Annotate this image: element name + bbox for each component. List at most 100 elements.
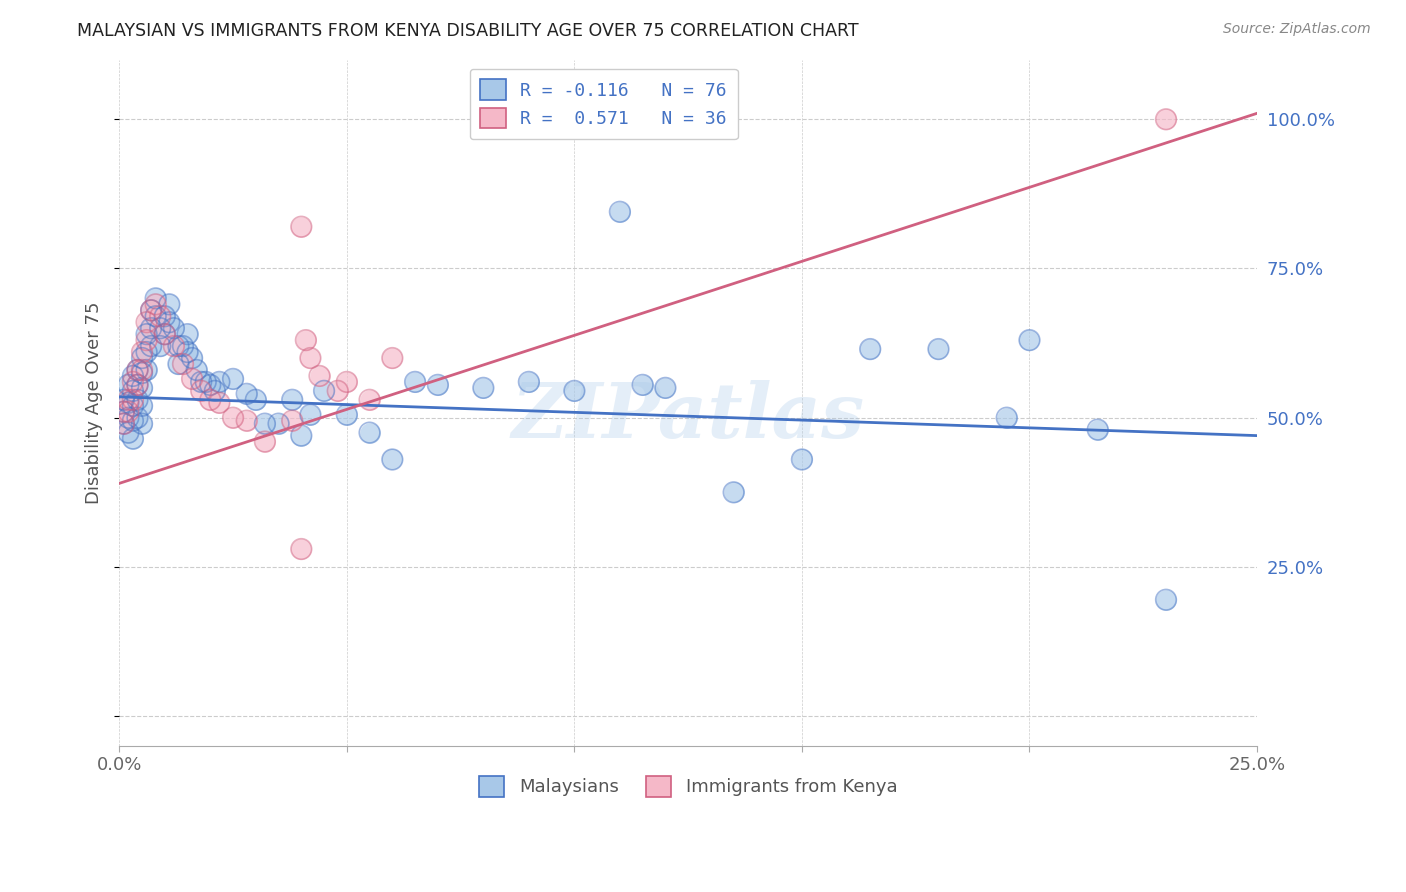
Point [112, 392, 135, 407]
Point [208, 396, 231, 410]
Point [172, 357, 194, 371]
Point [235, 414, 257, 428]
Point [167, 357, 190, 371]
Point [995, 410, 1018, 425]
Point [117, 392, 139, 407]
Point [122, 432, 145, 446]
Point [1154, 592, 1177, 607]
Point [281, 414, 304, 428]
Point [222, 410, 245, 425]
Point [190, 375, 212, 389]
Point [122, 392, 145, 407]
Point [153, 310, 176, 324]
Point [359, 425, 381, 440]
Legend: Malaysians, Immigrants from Kenya: Malaysians, Immigrants from Kenya [470, 767, 907, 805]
Point [267, 417, 290, 431]
Point [112, 405, 135, 419]
Point [112, 417, 135, 431]
Point [117, 410, 139, 425]
Point [253, 417, 276, 431]
Point [290, 541, 312, 556]
Point [181, 372, 204, 386]
Point [122, 375, 145, 389]
Point [312, 384, 335, 398]
Point [139, 321, 162, 335]
Text: Source: ZipAtlas.com: Source: ZipAtlas.com [1223, 22, 1371, 37]
Point [181, 351, 204, 365]
Point [122, 414, 145, 428]
Point [112, 405, 135, 419]
Point [404, 375, 426, 389]
Point [190, 384, 212, 398]
Point [122, 432, 145, 446]
Point [235, 387, 257, 401]
Point [181, 372, 204, 386]
Point [131, 417, 153, 431]
Point [127, 377, 149, 392]
Point [186, 363, 208, 377]
Point [112, 417, 135, 431]
Point [117, 405, 139, 419]
Point [654, 381, 676, 395]
Point [127, 392, 149, 407]
Point [122, 368, 145, 383]
Point [157, 315, 180, 329]
Point [117, 392, 139, 407]
Point [359, 425, 381, 440]
Point [336, 375, 359, 389]
Point [267, 417, 290, 431]
Point [927, 342, 949, 356]
Point [1087, 423, 1109, 437]
Point [564, 384, 586, 398]
Point [131, 381, 153, 395]
Point [200, 392, 222, 407]
Point [139, 303, 162, 318]
Point [181, 351, 204, 365]
Point [381, 351, 404, 365]
Point [631, 377, 654, 392]
Point [112, 417, 135, 431]
Point [122, 414, 145, 428]
Point [290, 428, 312, 442]
Point [472, 381, 495, 395]
Point [299, 408, 322, 422]
Point [127, 392, 149, 407]
Point [117, 396, 139, 410]
Point [167, 339, 190, 353]
Point [145, 310, 167, 324]
Point [172, 357, 194, 371]
Point [790, 452, 813, 467]
Point [995, 410, 1018, 425]
Point [135, 363, 157, 377]
Text: ZIPatlas: ZIPatlas [512, 379, 865, 453]
Point [290, 541, 312, 556]
Point [253, 417, 276, 431]
Point [131, 345, 153, 359]
Point [190, 375, 212, 389]
Point [131, 399, 153, 413]
Point [127, 377, 149, 392]
Point [295, 333, 318, 347]
Point [135, 333, 157, 347]
Point [194, 375, 217, 389]
Point [127, 410, 149, 425]
Point [1018, 333, 1040, 347]
Point [1087, 423, 1109, 437]
Point [859, 342, 882, 356]
Point [127, 363, 149, 377]
Point [290, 219, 312, 234]
Point [122, 384, 145, 398]
Point [153, 327, 176, 342]
Point [208, 396, 231, 410]
Point [149, 339, 172, 353]
Point [176, 345, 198, 359]
Point [222, 410, 245, 425]
Point [117, 410, 139, 425]
Point [723, 485, 745, 500]
Point [157, 315, 180, 329]
Point [208, 375, 231, 389]
Point [127, 410, 149, 425]
Point [176, 327, 198, 342]
Point [245, 392, 267, 407]
Point [222, 372, 245, 386]
